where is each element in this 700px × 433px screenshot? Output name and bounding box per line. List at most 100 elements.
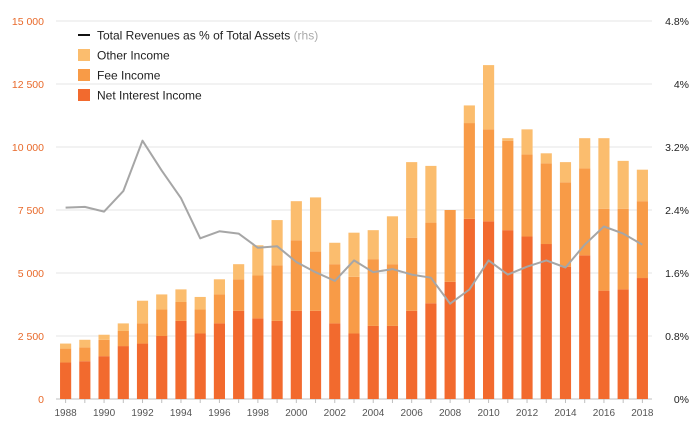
bar-fee-income [252,275,264,319]
legend-label-line: Total Revenues as % of Total Assets (rhs… [97,29,318,43]
y-right-tick-label: 2.4% [665,205,689,217]
x-tick-label: 2012 [516,408,539,419]
bar-other-income [367,230,379,260]
bar-net-interest-income [636,278,648,399]
bar-net-interest-income [98,356,110,399]
bar-other-income [136,300,149,324]
x-tick-label: 1996 [208,408,231,419]
y-left-tick-label: 15 000 [12,16,44,28]
bar-other-income [213,279,225,295]
bar-other-income [233,264,245,280]
x-tick-label: 2016 [593,408,616,419]
x-tick-label: 2014 [554,408,577,419]
bar-net-interest-income [559,266,572,399]
x-tick-label: 1994 [170,408,193,419]
bar-other-income [79,339,91,348]
bar-net-interest-income [309,310,322,399]
x-tick-label: 2006 [401,408,424,419]
bar-fee-income [367,259,379,326]
bar-fee-income [233,279,245,311]
bar-other-income [271,220,283,266]
bar-other-income [117,323,129,331]
bar-net-interest-income [502,230,514,399]
bar-fee-income [194,309,206,334]
bar-fee-income [290,240,302,311]
bar-other-income [156,294,168,310]
legend-label: Fee Income [97,69,161,83]
x-tick-label: 1998 [247,408,270,419]
legend-swatch [78,89,90,101]
bar-other-income [521,129,533,155]
y-right-tick-label: 4.8% [665,16,689,28]
bar-net-interest-income [521,236,533,399]
y-right-tick-label: 4% [674,79,689,91]
y-right-tick-label: 0.8% [665,331,689,343]
bar-net-interest-income [540,244,552,399]
bar-fee-income [136,323,149,344]
bar-net-interest-income [136,343,149,399]
bar-other-income [425,165,437,223]
bar-other-income [502,138,514,141]
axes: 0 2 500 5 000 7 500 10 000 12 500 15 000 0% 0.8%… [12,16,689,419]
bar-other-income [175,289,187,302]
bar-fee-income [463,123,475,219]
y-right-tick-label: 3.2% [665,142,689,154]
bar-net-interest-income [406,310,418,399]
bar-other-income [617,160,629,209]
legend-swatch [78,49,90,61]
bar-other-income [636,169,648,202]
x-tick-label: 1990 [93,408,116,419]
x-tick-label: 2000 [285,408,308,419]
x-tick-label: 2004 [362,408,385,419]
x-tick-label: 1992 [131,408,154,419]
bar-net-interest-income [367,325,379,399]
bar-fee-income [521,154,533,237]
y-left-tick-label: 5 000 [18,268,44,280]
bar-fee-income [483,129,495,222]
bar-other-income [60,343,72,349]
x-tick-label: 2002 [324,408,347,419]
bar-fee-income [79,347,91,362]
bar-net-interest-income [175,320,187,399]
bar-series [60,65,648,399]
bar-net-interest-income [60,362,72,399]
bar-net-interest-income [425,303,437,399]
bar-net-interest-income [463,218,475,399]
bar-fee-income [60,348,72,363]
bar-other-income [252,245,264,276]
line-series [65,139,643,305]
bar-fee-income [617,208,629,290]
bar-other-income [194,296,206,310]
line-revenues-pct-assets [65,139,643,305]
bar-net-interest-income [444,281,456,399]
x-tick-label: 2010 [477,408,500,419]
bar-other-income [406,162,418,238]
bar-fee-income [502,140,514,231]
bar-fee-income [540,163,552,245]
bar-other-income [483,65,495,130]
bar-net-interest-income [386,325,399,399]
bar-other-income [463,105,475,124]
legend: Total Revenues as % of Total Assets (rhs… [78,29,318,103]
y-left-tick-label: 10 000 [12,142,44,154]
bar-fee-income [636,201,648,279]
bar-net-interest-income [233,310,245,399]
bar-net-interest-income [598,290,610,399]
bar-other-income [98,334,110,340]
bar-net-interest-income [617,289,629,399]
bar-net-interest-income [194,333,206,399]
y-left-tick-label: 0 [38,394,44,406]
bar-fee-income [579,168,591,256]
bar-net-interest-income [483,221,495,399]
bar-fee-income [271,265,283,321]
bar-other-income [386,216,399,265]
bar-fee-income [329,264,341,324]
bar-net-interest-income [271,320,283,399]
bar-other-income [579,138,591,169]
bar-net-interest-income [252,318,264,399]
bar-fee-income [213,294,225,324]
bar-fee-income [98,339,110,357]
bar-net-interest-income [579,255,591,399]
y-right-tick-label: 1.6% [665,268,689,280]
